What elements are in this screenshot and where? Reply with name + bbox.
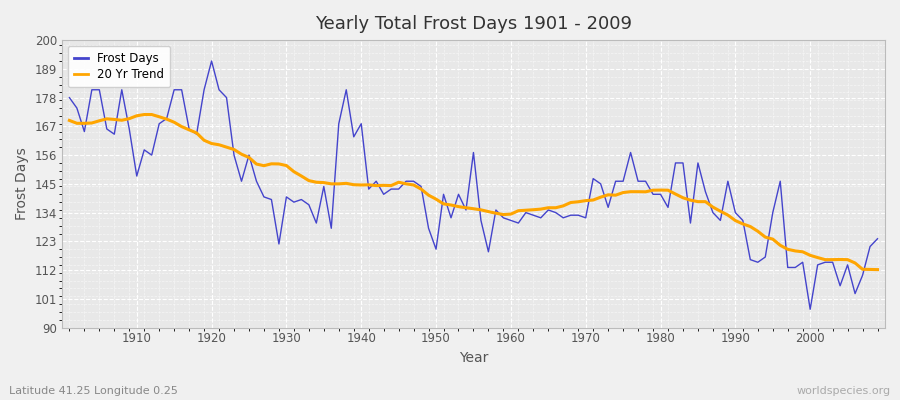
Frost Days <box>513 221 524 226</box>
Frost Days <box>341 87 352 92</box>
20 Yr Trend <box>872 267 883 272</box>
20 Yr Trend <box>124 116 135 121</box>
20 Yr Trend <box>513 208 524 213</box>
Frost Days <box>124 126 135 131</box>
Frost Days <box>872 236 883 241</box>
Frost Days <box>206 59 217 64</box>
Title: Yearly Total Frost Days 1901 - 2009: Yearly Total Frost Days 1901 - 2009 <box>315 15 632 33</box>
Y-axis label: Frost Days: Frost Days <box>15 148 29 220</box>
Frost Days <box>603 205 614 210</box>
20 Yr Trend <box>506 212 517 216</box>
Text: worldspecies.org: worldspecies.org <box>796 386 891 396</box>
20 Yr Trend <box>139 112 149 117</box>
Frost Days <box>64 95 75 100</box>
Frost Days <box>805 307 815 312</box>
20 Yr Trend <box>296 174 307 178</box>
Line: Frost Days: Frost Days <box>69 61 878 309</box>
Text: Latitude 41.25 Longitude 0.25: Latitude 41.25 Longitude 0.25 <box>9 386 178 396</box>
Frost Days <box>506 218 517 223</box>
Line: 20 Yr Trend: 20 Yr Trend <box>69 114 878 270</box>
20 Yr Trend <box>603 192 614 197</box>
Frost Days <box>296 197 307 202</box>
Legend: Frost Days, 20 Yr Trend: Frost Days, 20 Yr Trend <box>68 46 170 87</box>
20 Yr Trend <box>64 118 75 123</box>
20 Yr Trend <box>341 181 352 186</box>
X-axis label: Year: Year <box>459 351 488 365</box>
